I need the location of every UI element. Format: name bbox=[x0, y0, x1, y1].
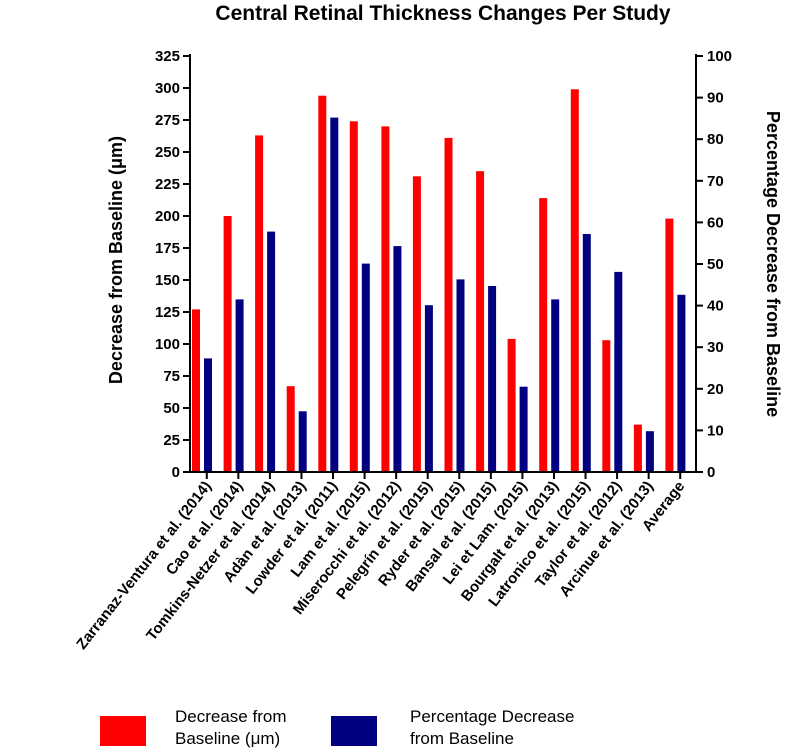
left-tick-label: 200 bbox=[155, 208, 180, 225]
bar-decrease-lowder-et-al-2011 bbox=[318, 95, 327, 472]
bar-percentage-zarranaz-ventura-et-al-2014 bbox=[204, 358, 212, 472]
bar-decrease-taylor-et-al-2012 bbox=[602, 340, 611, 472]
bar-percentage-average bbox=[677, 294, 686, 472]
left-tick-label: 300 bbox=[155, 80, 180, 97]
bar-decrease-bansal-et-al-2015 bbox=[476, 171, 485, 472]
bar-decrease-arcinue-et-al-2013 bbox=[633, 424, 642, 472]
bar-decrease-tomkins-netzer-et-al-2014 bbox=[255, 135, 264, 472]
bar-percentage-lei-et-lam-2015 bbox=[519, 386, 528, 472]
bar-decrease-zarranaz-ventura-et-al-2014 bbox=[192, 309, 200, 472]
bar-decrease-ad-n-et-al-2013 bbox=[286, 386, 295, 472]
legend-swatch-decrease bbox=[100, 716, 146, 746]
bar-decrease-bourgalt-et-al-2013 bbox=[539, 198, 548, 472]
left-y-axis-title: Decrease from Baseline (μm) bbox=[106, 136, 126, 384]
bar-percentage-ryder-et-al-2015 bbox=[456, 279, 465, 472]
bar-decrease-cao-et-al-2014 bbox=[223, 216, 232, 472]
bar-percentage-ad-n-et-al-2013 bbox=[298, 411, 307, 472]
chart-title: Central Retinal Thickness Changes Per St… bbox=[215, 2, 670, 25]
bar-percentage-latronico-et-al-2015 bbox=[582, 234, 591, 472]
right-tick-label: 0 bbox=[707, 464, 715, 481]
left-tick-label: 125 bbox=[155, 304, 180, 321]
legend-swatch-percentage bbox=[331, 716, 377, 746]
bar-percentage-miserocchi-et-al-2012 bbox=[393, 246, 402, 472]
left-tick-label: 50 bbox=[163, 400, 180, 417]
bar-percentage-cao-et-al-2014 bbox=[235, 299, 244, 472]
left-tick-label: 175 bbox=[155, 240, 180, 257]
right-y-axis-ticks: 0 10 20 30 40 50 60 70 80 90 100 bbox=[696, 48, 732, 481]
left-tick-label: 250 bbox=[155, 144, 180, 161]
x-tick-label-zarranaz-ventura-et-al-2014: Zarranaz-Ventura et al. (2014) bbox=[73, 478, 215, 653]
x-axis-ticks bbox=[205, 472, 682, 479]
bar-percentage-bansal-et-al-2015 bbox=[488, 286, 497, 472]
right-series-bars bbox=[204, 117, 686, 472]
left-tick-label: 225 bbox=[155, 176, 180, 193]
legend-label-decrease: Decrease from Baseline (μm) bbox=[175, 707, 291, 748]
bar-decrease-average bbox=[665, 218, 674, 472]
right-tick-label: 30 bbox=[707, 339, 724, 356]
bar-decrease-latronico-et-al-2015 bbox=[570, 89, 579, 473]
bar-percentage-lam-et-al-2015 bbox=[361, 263, 370, 472]
right-tick-label: 40 bbox=[707, 298, 724, 315]
bar-percentage-bourgalt-et-al-2013 bbox=[551, 299, 560, 472]
bar-percentage-lowder-et-al-2011 bbox=[330, 117, 339, 472]
right-tick-label: 90 bbox=[707, 90, 724, 107]
right-tick-label: 20 bbox=[707, 381, 724, 398]
right-tick-label: 60 bbox=[707, 214, 724, 231]
bar-decrease-lei-et-lam-2015 bbox=[507, 338, 516, 472]
right-tick-label: 80 bbox=[707, 131, 724, 148]
left-tick-label: 100 bbox=[155, 336, 180, 353]
left-y-axis-ticks: 0 25 50 75 100 125 150 175 200 225 250 275 300 325 bbox=[155, 48, 190, 481]
left-tick-label: 275 bbox=[155, 112, 180, 129]
bar-decrease-lam-et-al-2015 bbox=[349, 121, 358, 473]
bar-percentage-pelegr-n-et-al-2015 bbox=[424, 305, 433, 472]
x-axis-category-labels: Zarranaz-Ventura et al. (2014)Cao et al.… bbox=[73, 478, 688, 653]
bar-percentage-tomkins-netzer-et-al-2014 bbox=[267, 231, 276, 472]
bar-percentage-arcinue-et-al-2013 bbox=[645, 431, 654, 472]
right-tick-label: 70 bbox=[707, 173, 724, 190]
bar-decrease-ryder-et-al-2015 bbox=[444, 137, 453, 472]
x-tick-label-tomkins-netzer-et-al-2014: Tomkins-Netzer et al. (2014) bbox=[143, 478, 278, 644]
bar-percentage-taylor-et-al-2012 bbox=[614, 271, 623, 472]
left-tick-label: 325 bbox=[155, 48, 180, 65]
legend-label-percentage: Percentage Decrease from Baseline bbox=[410, 707, 579, 748]
left-series-bars bbox=[192, 89, 674, 473]
left-tick-label: 0 bbox=[172, 464, 180, 481]
right-tick-label: 10 bbox=[707, 422, 724, 439]
right-tick-label: 100 bbox=[707, 48, 732, 65]
right-y-axis-title: Percentage Decrease from Baseline bbox=[763, 111, 783, 417]
left-tick-label: 150 bbox=[155, 272, 180, 289]
bar-decrease-miserocchi-et-al-2012 bbox=[381, 126, 390, 473]
right-tick-label: 50 bbox=[707, 256, 724, 273]
left-tick-label: 75 bbox=[163, 368, 180, 385]
legend: Decrease from Baseline (μm) Percentage D… bbox=[100, 707, 579, 748]
bar-decrease-pelegr-n-et-al-2015 bbox=[412, 176, 421, 473]
left-tick-label: 25 bbox=[163, 432, 180, 449]
